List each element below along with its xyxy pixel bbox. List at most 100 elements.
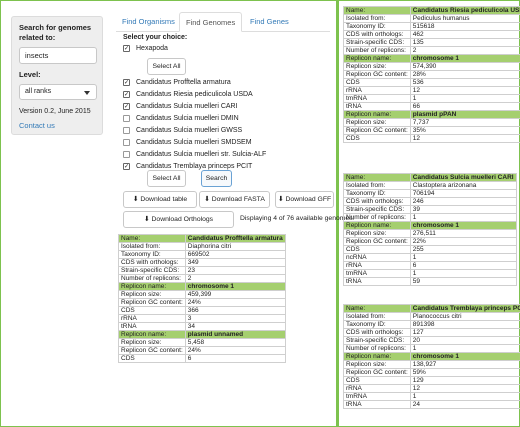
table-row: Strain-specific CDS: 23 <box>118 266 286 275</box>
checkbox-checked-icon[interactable]: ✓ <box>123 79 130 86</box>
row-value: 6 <box>184 354 286 363</box>
checkbox-icon[interactable] <box>123 115 130 122</box>
row-value: Candidatus Riesia pediculicola USDA <box>409 6 520 15</box>
row-key: tRNA <box>118 322 186 331</box>
row-key: Name: <box>118 234 186 243</box>
tab-find-genes[interactable]: Find Genes <box>250 17 289 26</box>
tab-find-genomes[interactable]: Find Genomes <box>179 12 243 32</box>
row-key: Strain-specific CDS: <box>343 205 411 214</box>
row-value: 24 <box>409 400 520 409</box>
contact-link[interactable]: Contact us <box>19 121 55 130</box>
table-row: Name: Candidatus Tremblaya princeps PCIT <box>343 304 520 313</box>
checkbox-checked-icon[interactable]: ✓ <box>123 91 130 98</box>
table-row: tmRNA 1 <box>343 392 520 401</box>
row-key: CDS <box>118 354 186 363</box>
download-table-button[interactable]: ⬇ Download table <box>123 191 197 208</box>
download-gff-button[interactable]: ⬇ Download GFF <box>275 191 334 208</box>
select-all-button[interactable]: Select All <box>147 170 186 187</box>
download-fasta-button[interactable]: ⬇ Download FASTA <box>199 191 270 208</box>
row-value: 34 <box>184 322 286 331</box>
download-orthologs-button[interactable]: ⬇ Download Orthologs <box>123 211 234 228</box>
table-row: Number of replicons: 2 <box>343 46 520 55</box>
row-value: 1 <box>409 344 520 353</box>
table-row: CDS 366 <box>118 306 286 315</box>
row-key: Replicon GC content: <box>118 346 186 355</box>
row-key: Taxonomy ID: <box>343 189 411 198</box>
row-key: Replicon name: <box>343 110 411 119</box>
row-key: Replicon name: <box>343 221 411 230</box>
table-row: tmRNA 1 <box>343 269 517 278</box>
level-select[interactable]: all ranks <box>19 84 97 100</box>
row-key: tmRNA <box>343 269 411 278</box>
row-key: tRNA <box>343 400 411 409</box>
row-key: Number of replicons: <box>343 344 411 353</box>
row-value: 462 <box>409 30 520 39</box>
checkbox-icon[interactable] <box>123 151 130 158</box>
row-key: rRNA <box>118 314 186 323</box>
row-key: CDS <box>343 245 411 254</box>
table-row: Replicon name: plasmid pPAN <box>343 110 520 119</box>
row-key: CDS <box>343 78 411 87</box>
select-all-group-button[interactable]: Select All <box>147 58 186 75</box>
checkbox-checked-icon[interactable]: ✓ <box>123 103 130 110</box>
row-key: Number of replicons: <box>343 213 411 222</box>
search-button[interactable]: Search <box>201 170 232 187</box>
checkbox-label: Hexapoda <box>136 45 168 52</box>
row-key: rRNA <box>343 261 411 270</box>
table-row: Isolated from: Clastoptera arizonana <box>343 181 517 190</box>
row-value: 276,511 <box>409 229 517 238</box>
row-value: 129 <box>409 376 520 385</box>
table-row: Replicon size: 7,737 <box>343 118 520 127</box>
row-value: Planococcus citri <box>409 312 520 321</box>
row-value: 515618 <box>409 22 520 31</box>
displaying-count: Displaying 4 of 76 available genomes: <box>240 215 355 222</box>
choice-label: Select your choice: <box>123 34 188 41</box>
row-key: CDS <box>343 376 411 385</box>
table-row: CDS 6 <box>118 354 286 363</box>
row-value: 59 <box>409 277 517 286</box>
row-value: 366 <box>184 306 286 315</box>
row-key: Replicon GC content: <box>343 126 411 135</box>
panel-divider <box>336 0 339 427</box>
table-row: rRNA 6 <box>343 261 517 270</box>
level-value: all ranks <box>25 88 52 95</box>
row-key: Replicon size: <box>343 360 411 369</box>
row-key: Name: <box>343 304 411 313</box>
search-input[interactable]: insects <box>19 47 97 64</box>
checkbox-icon[interactable] <box>123 127 130 134</box>
row-value: 24% <box>184 298 286 307</box>
table-row: rRNA 3 <box>118 314 286 323</box>
tab-find-organisms[interactable]: Find Organisms <box>122 17 175 26</box>
table-row: Replicon GC content: 24% <box>118 298 286 307</box>
table-row: Number of replicons: 1 <box>343 344 520 353</box>
checkbox-checked-icon[interactable]: ✓ <box>123 45 130 52</box>
table-row: Replicon name: chromosome 1 <box>118 282 286 291</box>
table-row: CDS with orthologs: 246 <box>343 197 517 206</box>
genome-table: Name: Candidatus Profftella armatura Isola… <box>118 234 286 363</box>
table-row: Isolated from: Diaphorina citri <box>118 242 286 251</box>
checkbox-icon[interactable] <box>123 139 130 146</box>
row-key: Replicon size: <box>343 62 411 71</box>
table-row: CDS 536 <box>343 78 520 87</box>
table-row: tRNA 24 <box>343 400 520 409</box>
row-value: 459,399 <box>184 290 286 299</box>
row-key: tRNA <box>343 277 411 286</box>
row-value: 66 <box>409 102 520 111</box>
table-row: Taxonomy ID: 706194 <box>343 189 517 198</box>
checkbox-label: Candidatus Sulcia muelleri DMIN <box>136 115 239 122</box>
table-row: Strain-specific CDS: 135 <box>343 38 520 47</box>
row-key: Taxonomy ID: <box>343 320 411 329</box>
row-value: 12 <box>409 86 520 95</box>
row-key: Replicon GC content: <box>343 70 411 79</box>
table-row: tmRNA 1 <box>343 94 520 103</box>
table-row: Replicon GC content: 28% <box>343 70 520 79</box>
table-row: CDS 255 <box>343 245 517 254</box>
row-key: Replicon size: <box>118 290 186 299</box>
row-value: 23 <box>184 266 286 275</box>
row-key: Replicon name: <box>118 282 186 291</box>
row-key: CDS with orthologs: <box>343 30 411 39</box>
table-row: CDS with orthologs: 127 <box>343 328 520 337</box>
checkbox-checked-icon[interactable]: ✓ <box>123 163 130 170</box>
row-value: 6 <box>409 261 517 270</box>
table-row: Taxonomy ID: 669502 <box>118 250 286 259</box>
